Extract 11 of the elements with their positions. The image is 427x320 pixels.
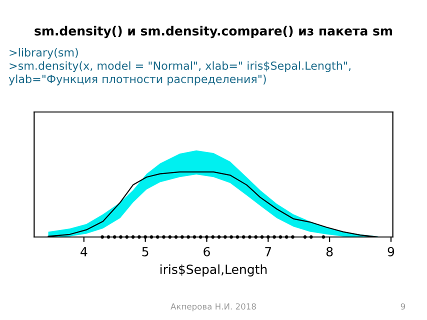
x-tick-label: 6 — [204, 246, 210, 256]
x-tick-label: 9 — [388, 246, 394, 256]
x-tick-label: 4 — [80, 247, 88, 256]
x-tick-label: 5 — [142, 247, 148, 256]
chart-subtitle: >library(sm) >sm.density(x, model = "Normal", xlab=" iris$Sepal.Length", ylab="Функция плотности распределения") — [8, 48, 350, 86]
text: 9 — [400, 303, 406, 310]
x-tick-label: 8 — [326, 246, 333, 256]
text: Акперова Н.И. 2018 — [170, 303, 256, 312]
x-tick-label: 7 — [265, 247, 272, 256]
chart-title: sm.density() и sm.density.compare() из пакета sm — [34, 26, 392, 38]
x-axis-title: iris$Sepal,Length — [160, 264, 267, 276]
